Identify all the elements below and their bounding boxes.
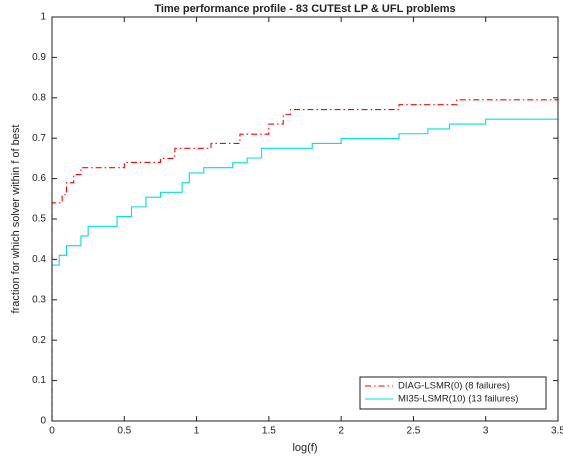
- x-tick-label: 3.5: [551, 426, 563, 437]
- y-tick-label: 1: [40, 12, 46, 23]
- x-tick-label: 0.5: [117, 426, 131, 437]
- legend-box: [359, 376, 547, 410]
- legend-label: MI35-LSMR(10) (13 failures): [398, 394, 518, 405]
- chart-title: Time performance profile - 83 CUTEst LP …: [154, 3, 455, 15]
- y-tick-label: 0.2: [32, 335, 46, 346]
- y-tick-label: 0.9: [32, 52, 46, 63]
- y-tick-label: 0.5: [32, 214, 46, 225]
- legend-label: DIAG-LSMR(0) (8 failures): [398, 381, 510, 392]
- x-axis-label: log(f): [292, 442, 317, 454]
- y-tick-label: 0.3: [32, 294, 46, 305]
- x-tick-label: 1.5: [262, 426, 276, 437]
- y-axis-label: fraction for which solver within f of be…: [10, 125, 22, 314]
- y-tick-label: 0.6: [32, 173, 46, 184]
- x-tick-label: 2.5: [406, 426, 420, 437]
- x-tick-label: 3: [483, 426, 489, 437]
- y-tick-label: 0.4: [32, 254, 46, 265]
- series-line: [51, 99, 558, 421]
- y-tick-label: 0.1: [32, 375, 46, 386]
- y-tick-label: 0.8: [32, 92, 46, 103]
- x-tick-label: 2: [338, 426, 344, 437]
- y-tick-label: 0.7: [32, 133, 46, 144]
- plot-frame: [51, 16, 559, 422]
- series-line: [51, 118, 558, 421]
- y-tick-label: 0: [40, 416, 46, 427]
- x-tick-label: 0: [49, 426, 55, 437]
- x-tick-label: 1: [194, 426, 200, 437]
